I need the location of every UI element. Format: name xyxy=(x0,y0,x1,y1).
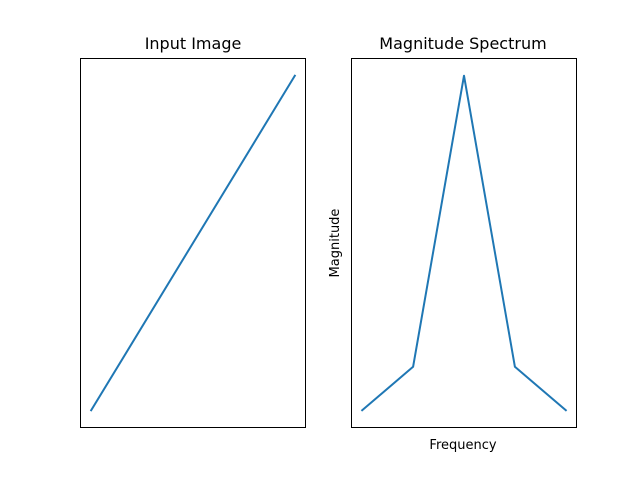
magnitude-spectrum-axes-frame xyxy=(351,58,577,428)
frequency-axis-label: Frequency xyxy=(429,438,496,453)
input-image-line xyxy=(89,74,297,412)
input-image-axes-frame xyxy=(80,58,306,428)
magnitude-spectrum-title: Magnitude Spectrum xyxy=(379,34,546,53)
input-image-title: Input Image xyxy=(145,34,242,53)
input-image-panel: Input Image xyxy=(80,34,306,428)
magnitude-spectrum-line xyxy=(360,74,568,412)
magnitude-spectrum-panel: Magnitude Spectrum Frequency Magnitude xyxy=(328,34,577,453)
magnitude-axis-label: Magnitude xyxy=(328,209,343,278)
